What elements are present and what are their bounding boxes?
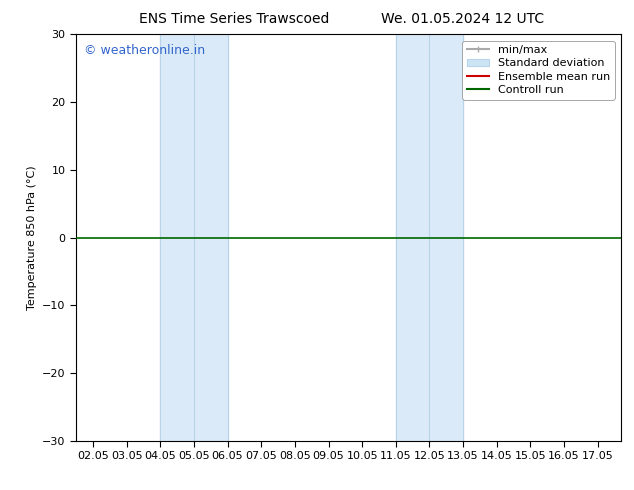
Text: ENS Time Series Trawscoed: ENS Time Series Trawscoed — [139, 12, 330, 26]
Text: © weatheronline.in: © weatheronline.in — [84, 45, 205, 57]
Legend: min/max, Standard deviation, Ensemble mean run, Controll run: min/max, Standard deviation, Ensemble me… — [462, 41, 615, 99]
Text: We. 01.05.2024 12 UTC: We. 01.05.2024 12 UTC — [381, 12, 545, 26]
Bar — [160, 34, 228, 441]
Bar — [396, 34, 463, 441]
Y-axis label: Temperature 850 hPa (°C): Temperature 850 hPa (°C) — [27, 165, 37, 310]
